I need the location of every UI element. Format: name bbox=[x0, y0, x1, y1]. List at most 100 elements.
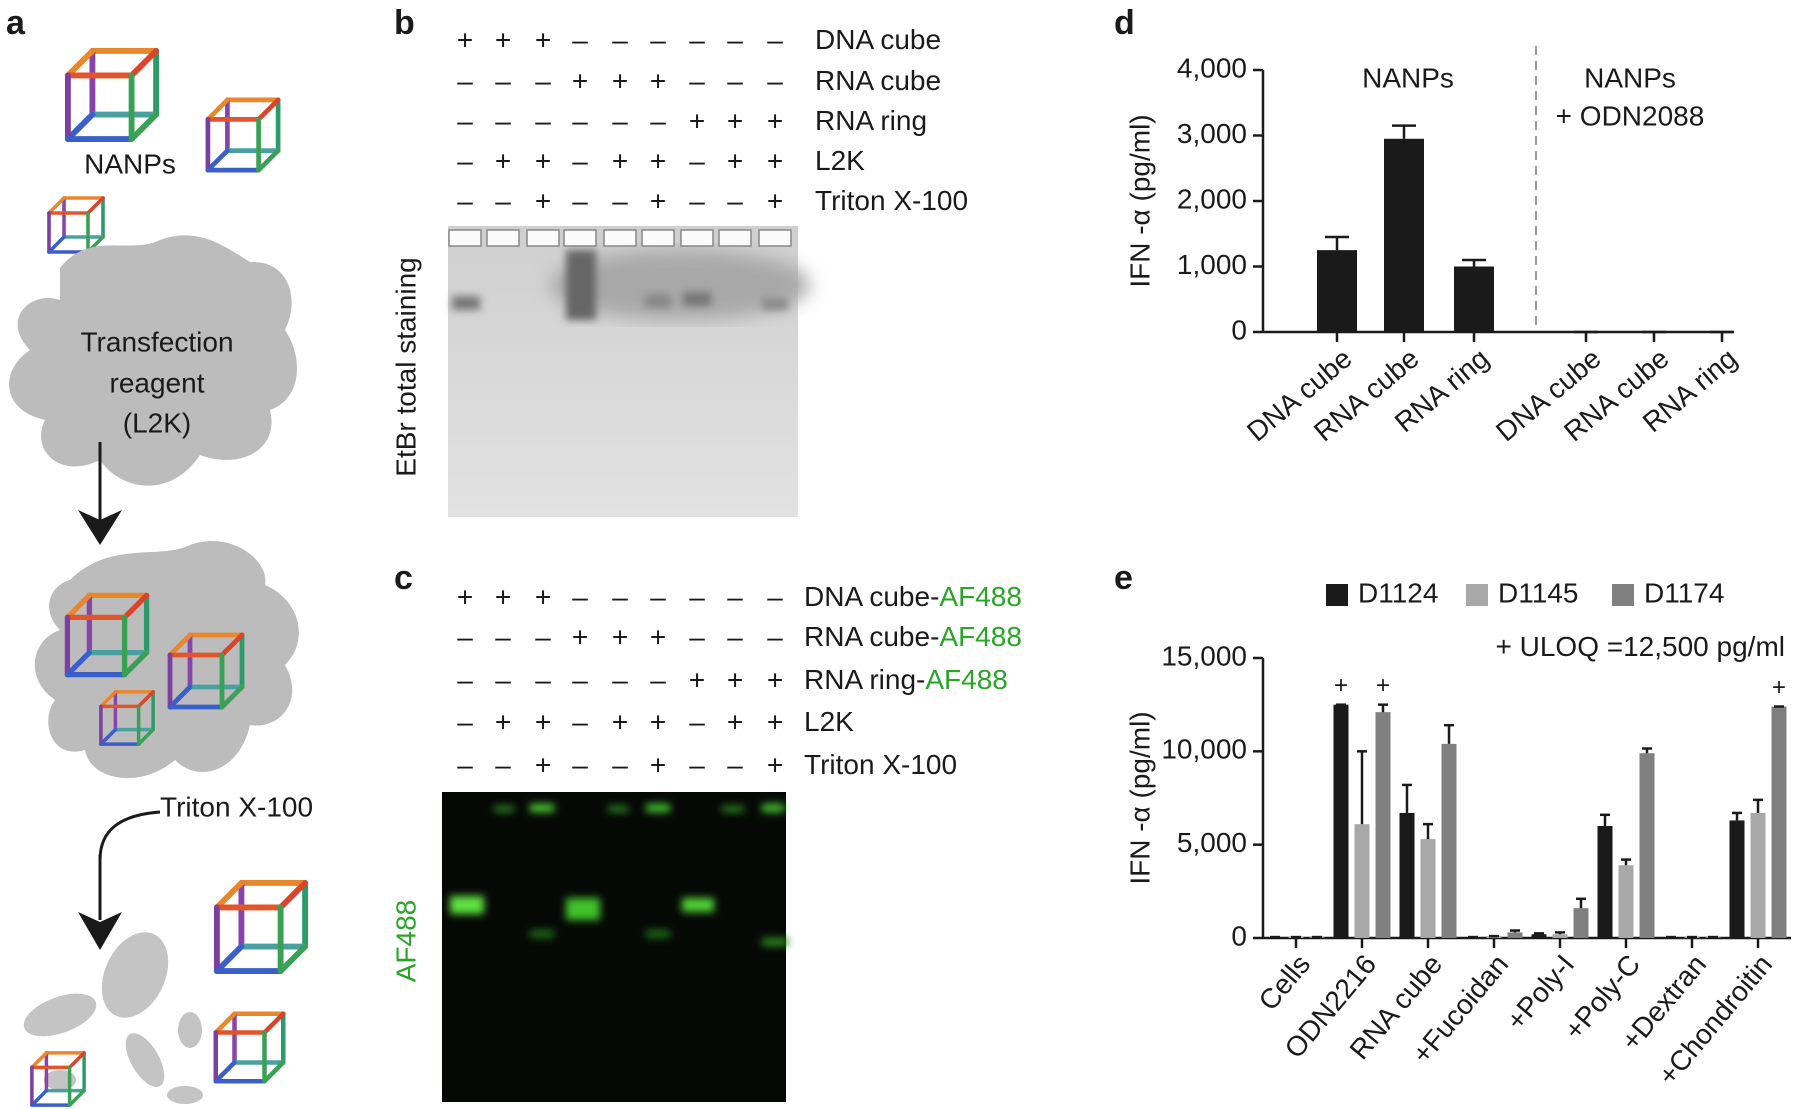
lane-sign: – bbox=[727, 749, 743, 780]
lane-sign: – bbox=[457, 185, 473, 216]
well bbox=[758, 229, 792, 247]
lane-sign: + bbox=[612, 706, 628, 737]
lane-sign: + bbox=[612, 621, 628, 652]
panel-label: a bbox=[6, 4, 26, 42]
lane-sign: – bbox=[727, 65, 743, 96]
panel-label: e bbox=[1114, 559, 1133, 597]
lane-sign: + bbox=[689, 664, 705, 695]
bar bbox=[1771, 706, 1787, 938]
gel-bands bbox=[452, 250, 788, 320]
lane-sign: – bbox=[689, 24, 705, 55]
y-tick-label: 5,000 bbox=[1177, 827, 1247, 858]
lane-sign: – bbox=[495, 65, 511, 96]
lane-sign: – bbox=[612, 749, 628, 780]
legend-swatch bbox=[1326, 584, 1348, 606]
debris bbox=[23, 932, 203, 1104]
legend-label: D1145 bbox=[1498, 577, 1578, 608]
lane-sign: + bbox=[495, 581, 511, 612]
y-tick-label: 1,000 bbox=[1177, 249, 1247, 280]
row-name: RNA ring bbox=[815, 105, 927, 136]
uloq-text: ULOQ =12,500 pg/ml bbox=[1520, 631, 1785, 662]
legend-label: D1124 bbox=[1358, 577, 1438, 608]
well bbox=[762, 804, 784, 812]
y-tick-label: 0 bbox=[1231, 920, 1247, 951]
debris-piece bbox=[167, 1086, 203, 1104]
lane-sign: – bbox=[457, 664, 473, 695]
lane-sign: + bbox=[650, 145, 666, 176]
cube bbox=[217, 883, 305, 971]
row-name: RNA cube bbox=[815, 65, 941, 96]
lane-sign: + bbox=[572, 621, 588, 652]
y-tick-label: 4,000 bbox=[1177, 52, 1247, 83]
row-name: RNA ring- bbox=[804, 664, 925, 695]
debris-piece bbox=[178, 1012, 202, 1048]
lane-sign: + bbox=[612, 145, 628, 176]
lane-sign: – bbox=[689, 145, 705, 176]
lane-sign: – bbox=[727, 581, 743, 612]
lane-sign: + bbox=[727, 706, 743, 737]
band bbox=[682, 898, 714, 912]
y-tick-label: 0 bbox=[1231, 314, 1247, 345]
row-tag: AF488 bbox=[925, 664, 1008, 695]
bar bbox=[1552, 934, 1568, 938]
lane-sign: – bbox=[650, 664, 666, 695]
lane-sign: + bbox=[495, 24, 511, 55]
group-label: + ODN2088 bbox=[1556, 100, 1705, 131]
lane-sign: – bbox=[495, 749, 511, 780]
triton-label: Triton X-100 bbox=[160, 791, 313, 822]
lane-sign: – bbox=[767, 621, 783, 652]
well bbox=[448, 229, 482, 247]
lane-sign: + bbox=[457, 581, 473, 612]
lane-sign: – bbox=[612, 581, 628, 612]
panel-label: c bbox=[394, 559, 413, 597]
band bbox=[645, 294, 671, 308]
lane-sign: – bbox=[572, 749, 588, 780]
reagent-label: reagent bbox=[110, 367, 205, 398]
y-tick-label: 10,000 bbox=[1161, 734, 1247, 765]
lane-sign: – bbox=[650, 581, 666, 612]
bar bbox=[1750, 812, 1766, 938]
band bbox=[762, 938, 788, 946]
well bbox=[680, 229, 714, 247]
y-axis-label: IFN -α (pg/ml) bbox=[1124, 711, 1155, 884]
band bbox=[762, 298, 788, 310]
lane-sign: + bbox=[495, 706, 511, 737]
lane-sign: – bbox=[535, 105, 551, 136]
arrow-head bbox=[78, 510, 122, 545]
row-label: Triton X-100 bbox=[804, 749, 957, 780]
lane-sign: – bbox=[650, 105, 666, 136]
x-tick-label: Cells bbox=[1253, 949, 1317, 1017]
arrow-head bbox=[78, 912, 122, 950]
lane-sign: – bbox=[612, 185, 628, 216]
bar bbox=[1597, 826, 1613, 938]
lane-sign: – bbox=[572, 145, 588, 176]
lane-sign: + bbox=[650, 706, 666, 737]
row-label: DNA cube-AF488 bbox=[804, 581, 1022, 612]
reagent-blob bbox=[34, 540, 299, 779]
bar bbox=[1354, 824, 1370, 938]
gel bbox=[442, 792, 786, 1102]
well bbox=[608, 806, 628, 812]
bar bbox=[1375, 712, 1391, 938]
well bbox=[646, 804, 670, 812]
arrow bbox=[98, 810, 161, 861]
lane-sign: – bbox=[495, 185, 511, 216]
gel-y-label: AF488 bbox=[390, 900, 421, 983]
lane-sign: + bbox=[767, 664, 783, 695]
legend-label: D1174 bbox=[1644, 577, 1724, 608]
lane-sign: + bbox=[535, 145, 551, 176]
row-label: RNA cube-AF488 bbox=[804, 621, 1022, 652]
bar bbox=[1441, 743, 1457, 938]
well bbox=[530, 804, 554, 812]
row-label: RNA cube bbox=[815, 65, 941, 96]
lane-sign: + bbox=[650, 749, 666, 780]
band bbox=[530, 930, 554, 938]
lane-sign: – bbox=[689, 621, 705, 652]
lane-sign: – bbox=[767, 65, 783, 96]
lane-sign: + bbox=[767, 105, 783, 136]
lane-sign: + bbox=[535, 581, 551, 612]
group-label: NANPs bbox=[1362, 62, 1454, 93]
lane-sign: + bbox=[650, 185, 666, 216]
row-name: Triton X-100 bbox=[815, 185, 968, 216]
lane-sign: – bbox=[650, 24, 666, 55]
